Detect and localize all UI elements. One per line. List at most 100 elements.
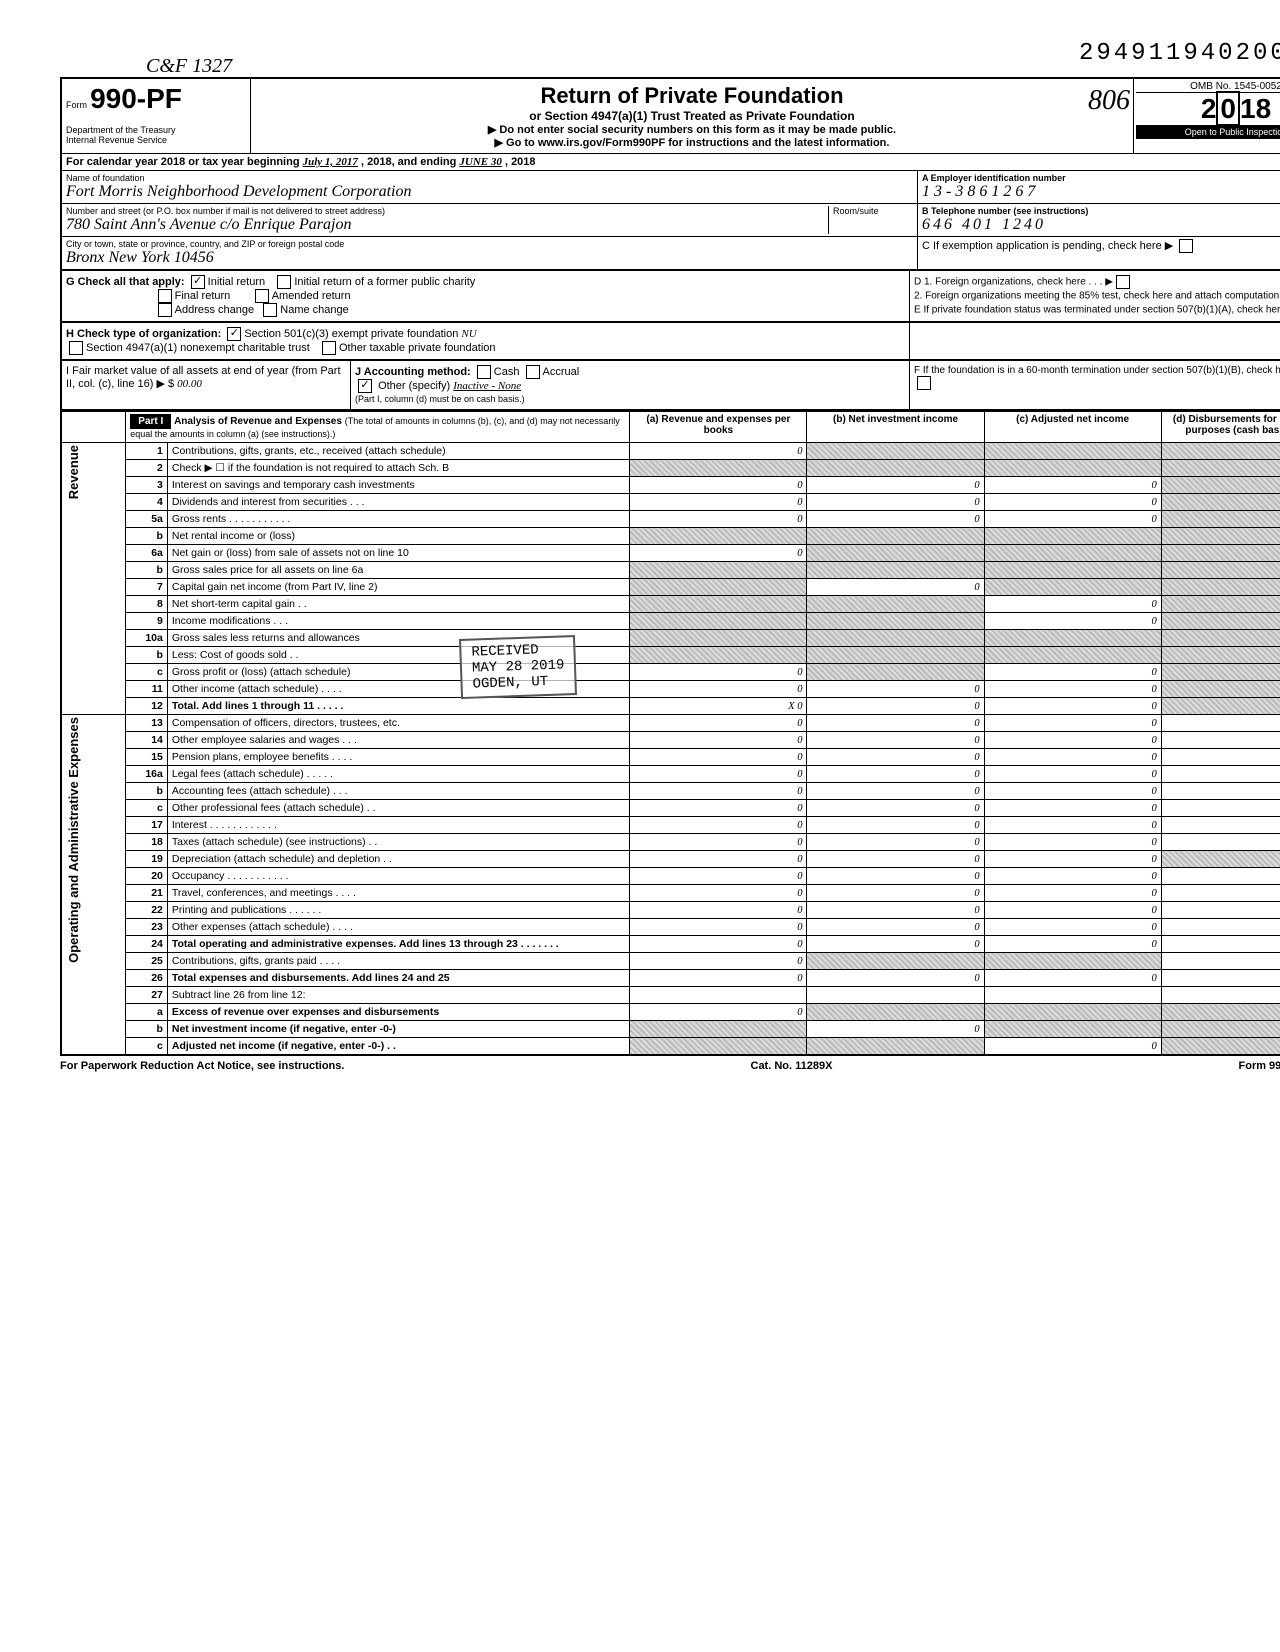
table-row: bLess: Cost of goods sold . . (61, 647, 1280, 664)
handwritten-806: 806 (1088, 85, 1130, 117)
cell-value: 0 (630, 715, 807, 732)
cell-value: 0 (1161, 970, 1280, 987)
footer-handwritten: 014 (60, 1072, 1280, 1095)
cal-year-mid: , 2018, and ending (361, 156, 456, 168)
part1-table: Part I Analysis of Revenue and Expenses … (60, 411, 1280, 1056)
row-number: 22 (126, 902, 168, 919)
row-number: 1 (126, 443, 168, 460)
cell-value: 0 (630, 766, 807, 783)
row-label: Subtract line 26 from line 12: (167, 987, 629, 1004)
row-number: 17 (126, 817, 168, 834)
cell-value: 0 (1161, 919, 1280, 936)
form-header: C&F 1327 Form 990-PF Department of the T… (60, 77, 1280, 153)
form-note-2: ▶ Go to www.irs.gov/Form990PF for instru… (255, 136, 1129, 149)
col-a-header: (a) Revenue and expenses per books (630, 412, 807, 443)
cell-value: 0 (984, 817, 1161, 834)
row-number: 9 (126, 613, 168, 630)
cell-value: 0 (807, 579, 984, 596)
cell-value: 0 (630, 511, 807, 528)
dept-treasury: Department of the Treasury (66, 125, 246, 135)
j-cash-checkbox[interactable] (477, 365, 491, 379)
f-label: F If the foundation is in a 60-month ter… (914, 365, 1280, 376)
g-address-checkbox[interactable] (158, 303, 172, 317)
g-name-checkbox[interactable] (263, 303, 277, 317)
g-initial-return-checkbox[interactable]: ✓ (191, 275, 205, 289)
cell-value: 0 (984, 851, 1161, 868)
cell-value: 0 (630, 545, 807, 562)
row-label: Net investment income (if negative, ente… (167, 1021, 629, 1038)
j-other-checkbox[interactable]: ✓ (358, 379, 372, 393)
city-label: City or town, state or province, country… (66, 239, 913, 249)
row-number: 2 (126, 460, 168, 477)
cell-value: 0 (807, 732, 984, 749)
cell-value (1161, 630, 1280, 647)
g-final-checkbox[interactable] (158, 289, 172, 303)
row-number: c (126, 800, 168, 817)
h-4947-checkbox[interactable] (69, 341, 83, 355)
row-number: 10a (126, 630, 168, 647)
cell-value (1161, 1004, 1280, 1021)
cell-value (630, 1038, 807, 1056)
row-label: Contributions, gifts, grants, etc., rece… (167, 443, 629, 460)
cell-value: 0 (807, 851, 984, 868)
section-i: I Fair market value of all assets at end… (62, 361, 351, 409)
cell-value (807, 987, 984, 1004)
cell-value (984, 647, 1161, 664)
address-value: 780 Saint Ann's Avenue c/o Enrique Paraj… (66, 216, 828, 234)
d1-label: D 1. Foreign organizations, check here .… (914, 277, 1113, 288)
cell-value: 0 (984, 477, 1161, 494)
row-number: 24 (126, 936, 168, 953)
g-opt-address: Address change (175, 304, 255, 316)
cell-value (984, 443, 1161, 460)
row-number: b (126, 1021, 168, 1038)
cell-value: 0 (630, 885, 807, 902)
cell-value: 0 (630, 851, 807, 868)
cell-value: 0 (984, 732, 1161, 749)
expenses-side-label: Operating and Administrative Expenses (66, 717, 81, 963)
table-row: 7Capital gain net income (from Part IV, … (61, 579, 1280, 596)
handwritten-note: C&F 1327 (146, 55, 232, 78)
g-former-charity-checkbox[interactable] (277, 275, 291, 289)
cell-value: 0 (807, 511, 984, 528)
cell-value (630, 630, 807, 647)
cell-value: 0 (807, 834, 984, 851)
j-accrual-checkbox[interactable] (526, 365, 540, 379)
cell-value: 0 (984, 613, 1161, 630)
form-prefix: Form (66, 100, 87, 110)
row-number: 11 (126, 681, 168, 698)
cell-value (1161, 477, 1280, 494)
cell-value (630, 647, 807, 664)
table-row: 23Other expenses (attach schedule) . . .… (61, 919, 1280, 936)
cell-value (984, 460, 1161, 477)
row-label: Contributions, gifts, grants paid . . . … (167, 953, 629, 970)
cell-value (984, 528, 1161, 545)
cell-value: 0 (630, 936, 807, 953)
cell-value: 0 (630, 817, 807, 834)
row-label: Capital gain net income (from Part IV, l… (167, 579, 629, 596)
cell-value (807, 1004, 984, 1021)
cell-value (984, 1004, 1161, 1021)
h-other-checkbox[interactable] (322, 341, 336, 355)
cell-value: 0 (807, 749, 984, 766)
i-note: (Part I, column (d) must be on cash basi… (355, 394, 525, 404)
table-row: bNet rental income or (loss) (61, 528, 1280, 545)
cell-value (1161, 494, 1280, 511)
g-opt-final: Final return (175, 290, 231, 302)
irs-label: Internal Revenue Service (66, 135, 246, 145)
cell-value (984, 1021, 1161, 1038)
phone-value: 646 401 1240 (922, 216, 1280, 234)
table-row: aExcess of revenue over expenses and dis… (61, 1004, 1280, 1021)
cell-value: 0 (984, 970, 1161, 987)
f-checkbox[interactable] (917, 376, 931, 390)
row-label: Compensation of officers, directors, tru… (167, 715, 629, 732)
exemption-checkbox[interactable] (1179, 239, 1193, 253)
row-number: c (126, 1038, 168, 1056)
g-amended-checkbox[interactable] (255, 289, 269, 303)
table-row: 9Income modifications . . .0 (61, 613, 1280, 630)
cal-year-text: For calendar year 2018 or tax year begin… (66, 156, 300, 168)
j-opt-accrual: Accrual (543, 366, 580, 378)
table-row: 2Check ▶ ☐ if the foundation is not requ… (61, 460, 1280, 477)
cell-value (1161, 681, 1280, 698)
h-501c3-checkbox[interactable]: ✓ (227, 327, 241, 341)
d1-checkbox[interactable] (1116, 275, 1130, 289)
